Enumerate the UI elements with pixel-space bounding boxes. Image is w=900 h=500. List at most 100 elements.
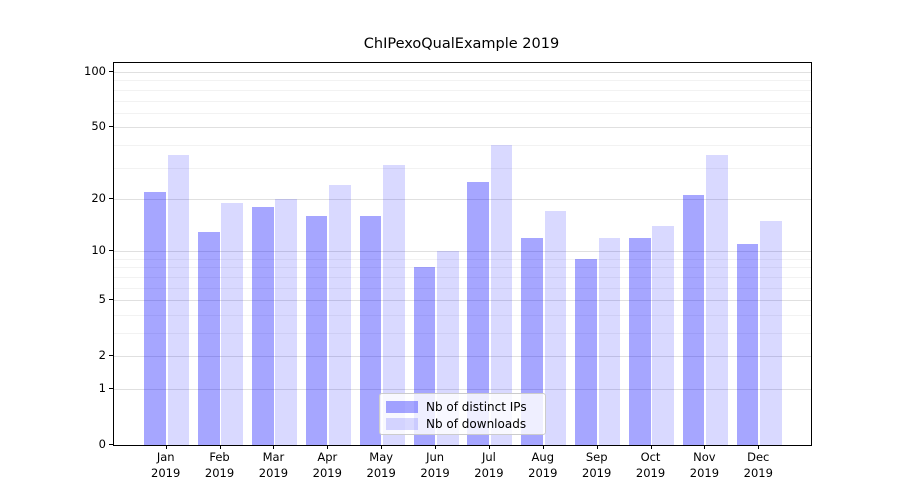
x-tick-mark: [219, 445, 221, 449]
y-tick-label: 1: [98, 380, 106, 395]
x-tick-mark: [704, 445, 706, 449]
bar-distinct-ips-jan: [144, 191, 166, 445]
gridline-major: [114, 251, 811, 253]
y-tick-mark: [109, 71, 113, 73]
x-tick-month: Nov: [693, 450, 716, 464]
x-tick-label-nov: Nov 2019: [676, 449, 732, 481]
x-tick-mark: [165, 445, 167, 449]
x-tick-year: 2019: [420, 466, 450, 480]
x-tick-year: 2019: [204, 466, 235, 480]
x-tick-year: 2019: [474, 466, 504, 480]
bar-distinct-ips-may: [359, 216, 382, 445]
x-tick-year: 2019: [635, 466, 666, 480]
x-tick-year: 2019: [258, 466, 289, 480]
gridline-minor: [114, 276, 811, 278]
legend-swatch-distinct-ips: [386, 400, 418, 413]
bar-downloads-dec: [760, 220, 782, 445]
x-tick-label-oct: Oct 2019: [623, 449, 679, 481]
legend-item-downloads: Nb of downloads: [386, 415, 545, 432]
x-tick-year: 2019: [689, 466, 720, 480]
x-tick-label-dec: Dec 2019: [730, 449, 786, 481]
x-tick-mark: [273, 445, 275, 449]
x-tick-year: 2019: [366, 466, 396, 480]
bar-distinct-ips-dec: [736, 244, 759, 445]
x-tick-month: May: [369, 450, 394, 464]
x-tick-label-may: May 2019: [353, 449, 409, 481]
y-tick-mark: [109, 387, 113, 389]
x-tick-label-feb: Feb 2019: [192, 449, 248, 481]
y-tick-mark: [109, 444, 113, 445]
y-tick-label: 20: [91, 190, 106, 205]
y-tick-label: 5: [98, 292, 106, 307]
x-tick-month: Jul: [481, 450, 496, 464]
chart-title: ChIPexoQualExample 2019: [363, 36, 560, 52]
x-tick-month: Oct: [640, 450, 661, 464]
plot-area: [113, 62, 812, 446]
gridline-major: [114, 300, 811, 302]
gridline-minor: [114, 80, 811, 82]
y-tick-mark: [109, 355, 113, 357]
x-tick-mark: [542, 445, 544, 449]
x-tick-year: 2019: [582, 466, 612, 480]
x-tick-month: Feb: [209, 450, 230, 464]
y-tick-label: 2: [98, 348, 106, 363]
x-tick-label-apr: Apr 2019: [299, 449, 355, 481]
gridline-major: [114, 198, 811, 200]
x-tick-month: Sep: [585, 450, 608, 464]
gridline-minor: [114, 314, 811, 316]
bar-distinct-ips-oct: [629, 237, 651, 445]
x-tick-year: 2019: [743, 466, 773, 480]
legend-label-distinct-ips: Nb of distinct IPs: [426, 399, 527, 414]
x-tick-mark: [758, 445, 760, 449]
x-tick-mark: [435, 445, 437, 449]
gridline-major: [114, 356, 811, 358]
x-tick-mark: [596, 445, 598, 449]
bar-downloads-jan: [167, 155, 190, 445]
x-tick-label-jul: Jul 2019: [461, 449, 517, 481]
y-tick-label: 50: [91, 119, 106, 134]
y-tick-label: 10: [91, 243, 106, 258]
x-tick-year: 2019: [312, 466, 342, 480]
gridline-minor: [114, 112, 811, 114]
gridline-major: [114, 388, 811, 390]
x-tick-label-jan: Jan 2019: [138, 449, 194, 481]
x-tick-month: Jun: [426, 450, 445, 464]
gridline-minor: [114, 100, 811, 102]
x-tick-month: Mar: [262, 450, 285, 464]
gridline-minor: [114, 332, 811, 334]
gridline-major: [114, 72, 811, 74]
x-tick-label-aug: Aug 2019: [515, 449, 571, 481]
gridline-minor: [114, 287, 811, 289]
bar-downloads-sep: [598, 237, 621, 445]
x-tick-mark: [327, 445, 329, 449]
y-tick-label: 100: [84, 64, 106, 79]
x-tick-label-mar: Mar 2019: [245, 449, 301, 481]
gridline-minor: [114, 267, 811, 269]
x-tick-label-sep: Sep 2019: [569, 449, 625, 481]
x-tick-mark: [650, 445, 652, 449]
bar-downloads-oct: [652, 226, 675, 445]
bar-downloads-jul: [490, 144, 513, 445]
bar-distinct-ips-nov: [682, 195, 705, 445]
x-tick-month: Apr: [317, 450, 338, 464]
legend-label-downloads: Nb of downloads: [426, 416, 527, 431]
y-tick-mark: [109, 197, 113, 199]
bar-downloads-aug: [544, 211, 567, 445]
y-tick-mark: [109, 299, 113, 301]
y-tick-label: 0: [98, 437, 106, 451]
bar-downloads-mar: [275, 199, 297, 445]
x-tick-label-jun: Jun 2019: [407, 449, 463, 481]
bar-downloads-feb: [221, 202, 244, 445]
gridline-minor: [114, 258, 811, 260]
gridline-minor: [114, 144, 811, 146]
x-tick-month: Jan: [156, 450, 175, 464]
x-tick-mark: [488, 445, 490, 449]
x-tick-month: Aug: [531, 450, 555, 464]
legend-item-distinct-ips: Nb of distinct IPs: [386, 398, 545, 415]
x-tick-month: Dec: [747, 450, 770, 464]
bar-distinct-ips-mar: [251, 207, 274, 445]
x-tick-mark: [381, 445, 383, 449]
x-tick-year: 2019: [151, 466, 181, 480]
gridline-major: [114, 127, 811, 129]
